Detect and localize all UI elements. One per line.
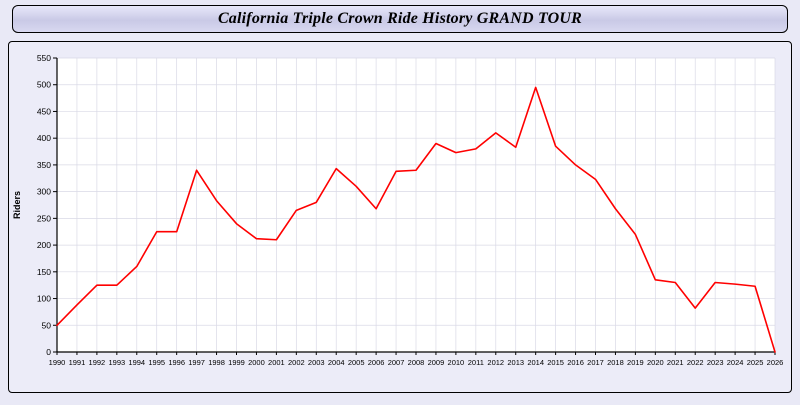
y-tick-label: 300: [37, 187, 51, 197]
x-tick-label: 2011: [468, 358, 484, 367]
x-tick-label: 1998: [208, 358, 225, 367]
x-tick-label: 2015: [547, 358, 564, 367]
x-tick-label: 2017: [587, 358, 604, 367]
y-tick-label: 350: [37, 160, 51, 170]
x-tick-label: 2008: [408, 358, 425, 367]
chart-title-bar: California Triple Crown Ride History GRA…: [12, 5, 788, 33]
x-tick-label: 1995: [148, 358, 165, 367]
x-tick-label: 1999: [228, 358, 245, 367]
x-tick-label: 2018: [607, 358, 624, 367]
x-tick-label: 1992: [89, 358, 106, 367]
y-tick-label: 150: [37, 267, 51, 277]
x-tick-label: 2005: [348, 358, 365, 367]
x-tick-label: 2012: [487, 358, 504, 367]
x-tick-label: 2006: [368, 358, 385, 367]
x-tick-label: 2002: [288, 358, 305, 367]
x-tick-label: 2016: [567, 358, 584, 367]
x-tick-label: 2024: [727, 358, 744, 367]
x-tick-label: 1996: [168, 358, 185, 367]
x-tick-label: 2023: [707, 358, 724, 367]
x-tick-label: 2020: [647, 358, 664, 367]
y-tick-label: 250: [37, 213, 51, 223]
x-tick-label: 2010: [448, 358, 465, 367]
x-tick-label: 2004: [328, 358, 345, 367]
x-tick-label: 1997: [188, 358, 205, 367]
x-tick-label: 2022: [687, 358, 704, 367]
x-tick-label: 2001: [268, 358, 285, 367]
y-tick-label: 500: [37, 80, 51, 90]
y-tick-label: 100: [37, 294, 51, 304]
x-tick-label: 2021: [667, 358, 684, 367]
page-title: California Triple Crown Ride History GRA…: [217, 10, 583, 27]
page: { "title": "California Triple Crown Ride…: [0, 5, 800, 405]
y-tick-label: 0: [46, 347, 51, 357]
x-tick-label: 1990: [49, 358, 66, 367]
x-tick-label: 1991: [69, 358, 86, 367]
x-tick-label: 2025: [747, 358, 764, 367]
x-tick-label: 2026: [767, 358, 784, 367]
y-tick-label: 200: [37, 240, 51, 250]
x-tick-label: 2003: [308, 358, 325, 367]
x-tick-label: 2007: [388, 358, 405, 367]
y-tick-label: 400: [37, 133, 51, 143]
x-tick-label: 2013: [507, 358, 524, 367]
y-axis-title: Riders: [12, 191, 22, 219]
x-tick-label: 1994: [128, 358, 145, 367]
y-tick-label: 50: [42, 320, 52, 330]
x-tick-label: 2009: [428, 358, 445, 367]
riders-series-line: [56, 86, 776, 353]
chart-panel: 0 50 100 150 200 250 300 350 400 450 500 550 1990 199…: [8, 41, 792, 393]
y-tick-label: 550: [37, 53, 51, 63]
y-tick-label: 450: [37, 106, 51, 116]
x-tick-label: 2000: [248, 358, 265, 367]
x-tick-label: 2019: [627, 358, 644, 367]
x-tick-label: 2014: [527, 358, 544, 367]
x-tick-label: 1993: [108, 358, 125, 367]
